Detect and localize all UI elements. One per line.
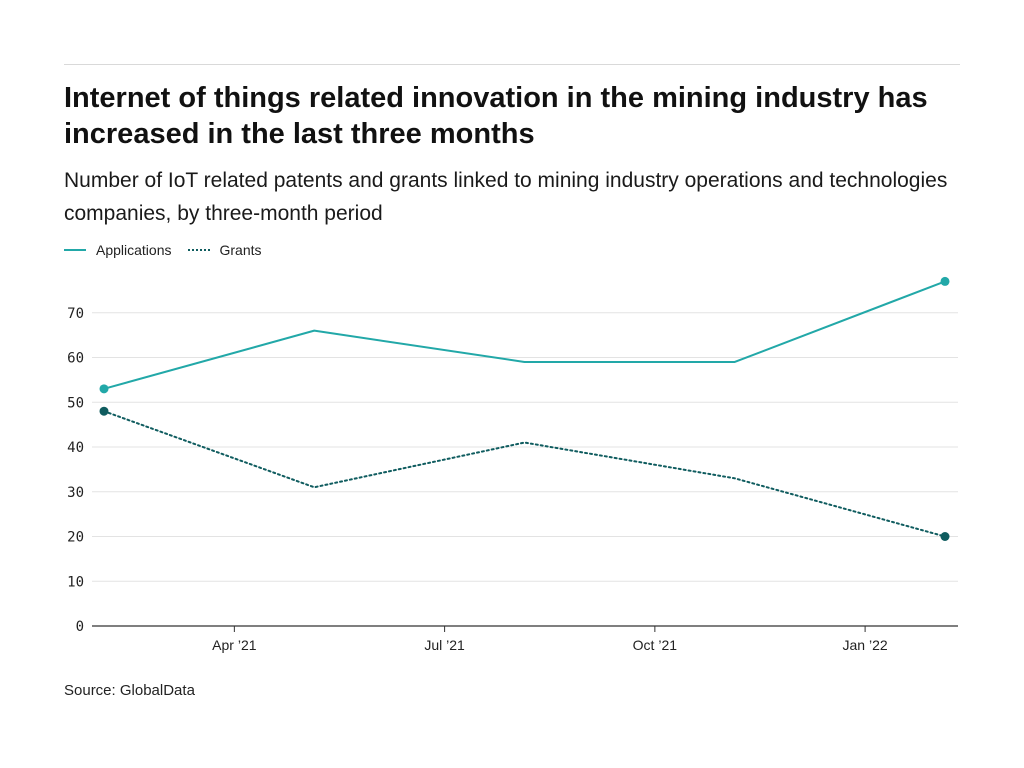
legend-item-grants: Grants <box>187 242 262 258</box>
y-tick-label-10: 10 <box>67 574 84 590</box>
series-lines <box>103 280 946 538</box>
point-start-grants <box>99 406 109 416</box>
x-tick-label: Apr ’21 <box>212 637 257 653</box>
x-tick-label: Jul ’21 <box>424 637 465 653</box>
y-tick-label-0: 0 <box>76 619 84 635</box>
chart-subtitle: Number of IoT related patents and grants… <box>64 169 948 225</box>
legend-label-applications: Applications <box>96 242 172 258</box>
series-line-applications <box>103 280 946 390</box>
series-line-grants <box>103 410 946 538</box>
chart-title: Internet of things related innovation in… <box>64 82 928 150</box>
y-tick-label-50: 50 <box>67 395 84 411</box>
legend-label-grants: Grants <box>219 242 262 258</box>
y-tick-label-40: 40 <box>67 440 84 456</box>
point-end-applications <box>940 276 950 286</box>
grid-lines <box>92 312 958 627</box>
y-tick-label-60: 60 <box>67 351 84 367</box>
y-tick-label-20: 20 <box>67 530 84 546</box>
x-tick-label: Oct ’21 <box>633 637 678 653</box>
legend: Applications Grants <box>64 242 278 258</box>
top-rule <box>64 64 960 65</box>
end-markers <box>99 276 950 541</box>
source-note: Source: GlobalData <box>64 682 195 699</box>
point-start-applications <box>99 384 109 394</box>
y-axis-ticks: 0 10 20 30 40 50 60 70 <box>67 306 84 635</box>
y-tick-label-30: 30 <box>67 485 84 501</box>
point-end-grants <box>940 532 950 541</box>
legend-item-applications: Applications <box>64 242 172 258</box>
x-axis-ticks: Apr ’21 Jul ’21 Oct ’21 Jan ’22 <box>212 626 888 653</box>
legend-swatch-applications <box>64 249 86 251</box>
legend-swatch-grants <box>187 249 210 251</box>
x-tick-label: Jan ’22 <box>843 637 888 653</box>
y-tick-label-70: 70 <box>67 306 84 322</box>
